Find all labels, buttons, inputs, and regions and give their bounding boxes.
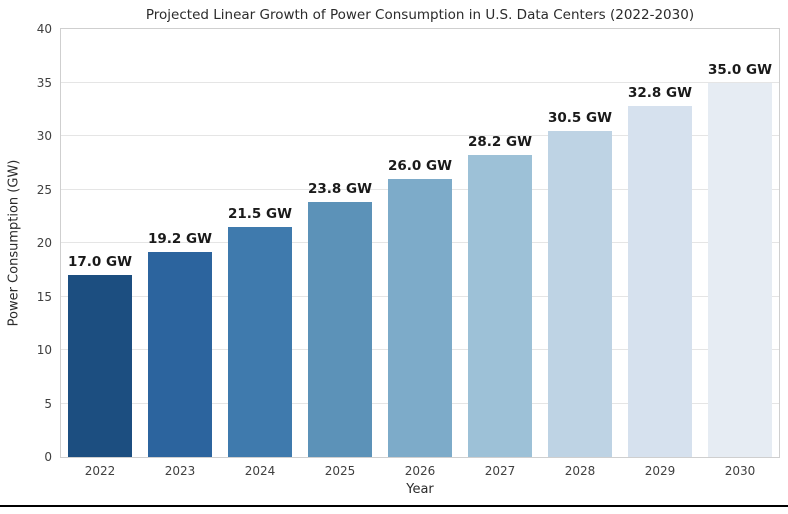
x-tick-label: 2025 <box>324 464 356 478</box>
bar-2025 <box>308 202 372 457</box>
bar-2024 <box>228 226 292 457</box>
bar-2030 <box>708 82 772 457</box>
y-tick-label: 40 <box>36 22 52 36</box>
bar-value-label: 26.0 GW <box>388 157 452 174</box>
x-tick-label: 2027 <box>484 464 516 478</box>
y-tick-label: 5 <box>44 396 52 411</box>
gridline <box>61 135 779 136</box>
chart-title: Projected Linear Growth of Power Consump… <box>145 7 695 23</box>
x-tick-label: 2026 <box>404 464 436 478</box>
bar-2023 <box>148 251 212 457</box>
bar-2026 <box>388 178 452 457</box>
x-tick-label: 2022 <box>84 464 116 478</box>
y-tick-label: 20 <box>36 236 52 250</box>
gridline <box>61 81 779 83</box>
y-tick-label: 25 <box>36 182 52 197</box>
plot-area: 17.0 GW 19.2 GW 21.5 GW 23.8 GW 26.0 GW 28.2 … <box>60 28 780 458</box>
bar-2022 <box>68 275 132 457</box>
bar-value-label: 17.0 GW <box>68 254 132 271</box>
bar-value-label: 35.0 GW <box>708 61 772 78</box>
bar-value-label: 21.5 GW <box>228 205 292 222</box>
bar-value-label: 19.2 GW <box>148 230 212 247</box>
x-tick-label: 2030 <box>724 464 756 478</box>
x-tick-label: 2028 <box>564 464 596 478</box>
bar-value-label: 28.2 GW <box>468 134 532 151</box>
bar-2028 <box>548 130 612 457</box>
bar-2029 <box>628 106 692 457</box>
window-bottom-border <box>0 505 788 507</box>
x-axis-label: Year <box>406 482 434 497</box>
x-tick-label: 2029 <box>644 464 676 478</box>
y-tick-label: 0 <box>44 450 52 464</box>
y-tick-label: 10 <box>36 343 52 357</box>
y-tick-label: 30 <box>36 129 52 143</box>
bar-2027 <box>468 155 532 457</box>
bar-value-label: 30.5 GW <box>548 109 612 126</box>
x-tick-label: 2023 <box>164 464 196 478</box>
x-tick-label: 2024 <box>244 464 276 478</box>
bar-value-label: 23.8 GW <box>308 181 372 198</box>
bar-value-label: 32.8 GW <box>628 85 692 102</box>
y-tick-label: 15 <box>36 289 52 304</box>
y-tick-label: 35 <box>36 75 52 90</box>
